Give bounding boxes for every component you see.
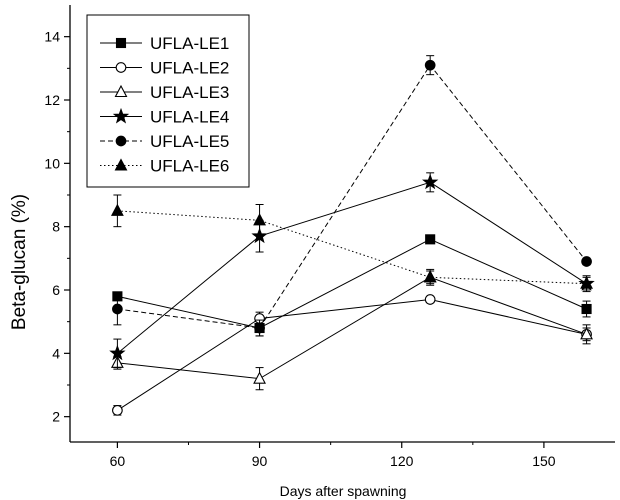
legend-label: UFLA-LE3	[150, 83, 229, 102]
data-point	[424, 59, 436, 71]
x-axis-title: Days after spawning	[280, 483, 407, 499]
x-tick-label: 120	[390, 453, 414, 469]
series-line	[117, 298, 587, 411]
x-tick-label: 90	[252, 453, 268, 469]
legend: UFLA-LE1 UFLA-LE2 UFLA-LE3 UFLA-LE4 UFLA-LE5…	[86, 14, 250, 188]
y-tick-label: 12	[44, 92, 60, 108]
data-point	[112, 303, 123, 315]
data-point	[424, 294, 436, 305]
legend-label: UFLA-LE1	[150, 34, 229, 53]
series-ufla-le5	[112, 55, 592, 337]
legend-entry-ufla-le2: UFLA-LE2	[100, 59, 229, 78]
series-layer	[109, 55, 595, 416]
legend-entry-ufla-le1: UFLA-LE1	[100, 34, 229, 53]
x-tick-label: 60	[110, 453, 126, 469]
y-tick-label: 8	[52, 219, 60, 235]
data-point	[110, 203, 124, 216]
y-axis-title: Beta-glucan (%)	[9, 194, 30, 330]
legend-marker	[114, 84, 128, 98]
legend-entry-ufla-le4: UFLA-LE4	[100, 108, 229, 127]
data-point	[254, 322, 265, 334]
series-ufla-le4	[109, 172, 595, 369]
legend-marker	[114, 158, 128, 171]
data-point	[253, 371, 266, 384]
legend-marker	[115, 37, 127, 49]
data-point	[253, 213, 266, 226]
series-ufla-le3	[110, 268, 593, 391]
legend-entry-ufla-le5: UFLA-LE5	[100, 132, 229, 151]
y-tick-label: 2	[52, 409, 60, 425]
data-point	[580, 276, 593, 289]
legend-entry-ufla-le3: UFLA-LE3	[100, 83, 229, 102]
legend-entry-ufla-le6: UFLA-LE6	[100, 157, 229, 176]
legend-label: UFLA-LE4	[150, 108, 229, 127]
data-point	[421, 173, 439, 190]
legend-marker	[115, 135, 127, 147]
data-point	[112, 404, 123, 416]
y-tick-label: 10	[44, 155, 60, 171]
data-point	[581, 303, 592, 315]
legend-label: UFLA-LE5	[150, 132, 229, 151]
legend-label: UFLA-LE2	[150, 59, 229, 78]
legend-marker	[112, 107, 130, 124]
series-ufla-le1	[112, 234, 592, 337]
legend-box	[86, 14, 250, 188]
data-point	[580, 327, 593, 340]
data-point	[423, 270, 437, 283]
series-line	[117, 64, 587, 329]
series-line	[117, 276, 587, 380]
y-tick-label: 6	[52, 282, 60, 298]
series-line	[117, 210, 587, 285]
data-point	[109, 344, 126, 361]
legend-label: UFLA-LE6	[150, 157, 229, 176]
legend-marker	[115, 62, 127, 73]
series-line	[117, 238, 587, 329]
data-point	[581, 256, 592, 267]
data-point	[425, 234, 436, 245]
axes: 60 90 120 150 2 4 6 8 10 12 14	[44, 5, 615, 469]
series-line	[117, 181, 587, 354]
y-tick-label: 14	[44, 29, 60, 45]
x-tick-label: 150	[532, 453, 556, 469]
y-tick-label: 4	[52, 345, 60, 361]
series-ufla-le6	[110, 194, 593, 291]
series-ufla-le2	[112, 294, 592, 416]
